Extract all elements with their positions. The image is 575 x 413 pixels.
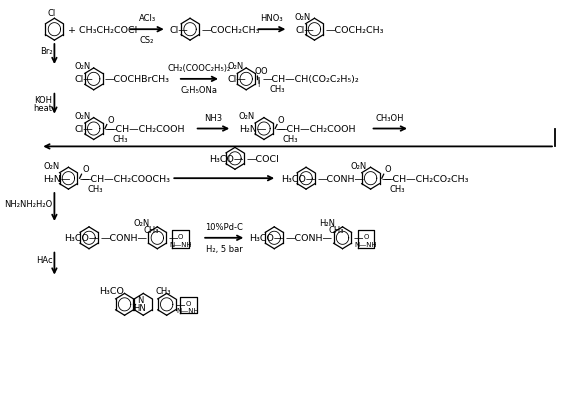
Text: CH₃: CH₃ (143, 226, 159, 235)
Text: 10%Pd-C: 10%Pd-C (205, 222, 243, 231)
Text: O: O (82, 165, 89, 174)
Text: —CONH—: —CONH— (100, 234, 147, 243)
Text: N—NH: N—NH (169, 241, 192, 247)
Text: Cl—: Cl— (75, 125, 94, 134)
Text: Cl—: Cl— (170, 26, 188, 35)
Text: Cl—: Cl— (228, 75, 246, 84)
Text: —CH—CH₂CO₂CH₃: —CH—CH₂CO₂CH₃ (384, 174, 469, 183)
Text: O: O (385, 165, 391, 174)
Text: —COCl: —COCl (246, 154, 279, 164)
Text: CH₃: CH₃ (270, 85, 285, 94)
Text: O: O (260, 67, 267, 76)
Text: —CH—CH₂COOCH₃: —CH—CH₂COOCH₃ (82, 174, 171, 183)
Text: O₂N: O₂N (295, 13, 311, 22)
Text: HAc: HAc (36, 256, 52, 264)
Text: O₂N: O₂N (75, 112, 91, 121)
Text: H₃CO—: H₃CO— (281, 174, 315, 183)
Text: Cl—: Cl— (296, 26, 315, 35)
Text: O: O (363, 233, 369, 239)
Text: —: — (354, 234, 363, 243)
Text: H₂N—: H₂N— (239, 125, 266, 134)
Text: —COCH₂CH₃: —COCH₂CH₃ (325, 26, 384, 35)
Text: Cl: Cl (48, 9, 56, 18)
Text: —CH—CH(CO₂C₂H₅)₂: —CH—CH(CO₂C₂H₅)₂ (263, 75, 360, 84)
Text: H₃CO—: H₃CO— (249, 234, 283, 243)
Text: —CH—CH₂COOH: —CH—CH₂COOH (107, 125, 185, 134)
Text: O: O (108, 115, 114, 124)
Text: Cl—: Cl— (75, 75, 94, 84)
Text: HNO₃: HNO₃ (260, 14, 283, 23)
Text: H₂N—: H₂N— (43, 174, 71, 183)
Text: CH₃: CH₃ (389, 184, 405, 193)
Text: O₂N: O₂N (239, 112, 255, 121)
Text: —CONH—: —CONH— (317, 174, 365, 183)
Text: HN: HN (133, 303, 146, 312)
Text: KOH: KOH (34, 96, 52, 105)
Text: CH₃: CH₃ (112, 135, 128, 144)
Text: —COCH₂CH₃: —COCH₂CH₃ (201, 26, 260, 35)
Text: —CONH—: —CONH— (285, 234, 332, 243)
Text: O₂N: O₂N (75, 62, 91, 71)
Text: —: — (176, 300, 186, 309)
Text: O: O (186, 301, 191, 306)
Text: CH₃: CH₃ (155, 286, 171, 295)
Text: |: | (257, 80, 259, 87)
Text: CH₃: CH₃ (328, 226, 344, 235)
Text: H₂, 5 bar: H₂, 5 bar (206, 244, 243, 253)
Text: —: — (275, 125, 285, 134)
Text: —: — (168, 234, 178, 243)
Text: O₂N: O₂N (228, 62, 244, 71)
Text: NH₂NH₂H₂O: NH₂NH₂H₂O (4, 199, 52, 208)
Text: H₃CO: H₃CO (99, 286, 124, 295)
Text: heat: heat (33, 104, 52, 113)
Text: C₂H₅ONa: C₂H₅ONa (181, 85, 218, 95)
Text: O₂N: O₂N (351, 161, 367, 171)
Text: H₃CO—: H₃CO— (64, 234, 98, 243)
Text: O₂N: O₂N (43, 161, 59, 171)
Text: CH₃: CH₃ (87, 184, 103, 193)
Text: —COCHBrCH₃: —COCHBrCH₃ (105, 75, 170, 84)
Text: —: — (382, 174, 392, 183)
Text: CH₃OH: CH₃OH (376, 113, 404, 122)
Text: Br₂: Br₂ (40, 46, 52, 55)
Text: —: — (105, 125, 114, 134)
Text: O₂N: O₂N (134, 219, 150, 228)
Text: O: O (278, 115, 285, 124)
Text: NH3: NH3 (204, 113, 223, 122)
Text: N—NH: N—NH (177, 308, 200, 313)
Text: —: — (80, 174, 89, 183)
Text: N: N (137, 295, 144, 304)
Text: CH₃: CH₃ (283, 135, 298, 144)
Text: CS₂: CS₂ (140, 36, 154, 45)
Text: O: O (254, 67, 260, 76)
Text: + CH₃CH₂COCl: + CH₃CH₂COCl (68, 26, 137, 35)
Text: N—NH: N—NH (355, 241, 377, 247)
Text: —CH—CH₂COOH: —CH—CH₂COOH (277, 125, 355, 134)
Text: CH₂(COOC₂H₅)₂: CH₂(COOC₂H₅)₂ (168, 64, 231, 73)
Text: ACl₃: ACl₃ (139, 14, 156, 23)
Text: O: O (178, 233, 183, 239)
Text: ∥: ∥ (256, 76, 259, 83)
Text: H₂N: H₂N (319, 219, 335, 228)
Text: H₃CO—: H₃CO— (209, 154, 243, 164)
